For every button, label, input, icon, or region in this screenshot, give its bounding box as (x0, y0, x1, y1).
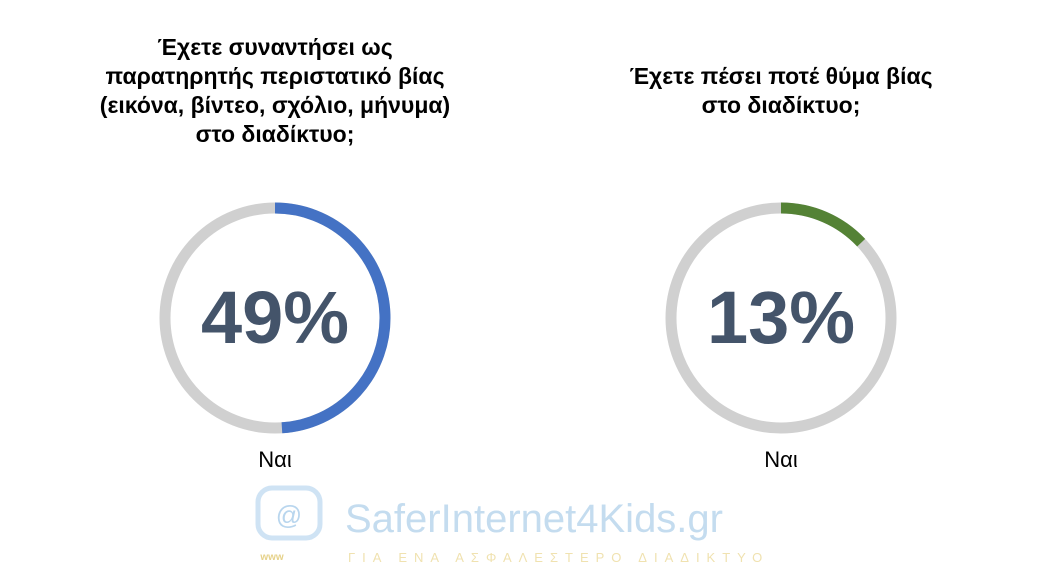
donut-arc (274, 202, 391, 434)
category-label: Ναι (764, 447, 798, 472)
donut-arc (780, 202, 866, 247)
logo-www: www (259, 552, 284, 563)
chart-title: Έχετε συναντήσει ως παρατηρητής περιστατ… (99, 34, 451, 147)
category-label: Ναι (258, 447, 292, 472)
chart-title: Έχετε πέσει ποτέ θύμα βίας στο διαδίκτυο… (629, 63, 933, 118)
logo-tagline: ΓΙΑ ΕΝΑ ΑΣΦΑΛΕΣΤΕΡΟ ΔΙΑΔΙΚΤΥΟ (348, 550, 769, 565)
logo-at: @ (276, 500, 302, 530)
value-label: 13% (707, 276, 855, 359)
value-label: 49% (201, 276, 349, 359)
logo-icon (255, 485, 323, 541)
logo-text: SaferInternet4Kids.gr (345, 497, 723, 541)
